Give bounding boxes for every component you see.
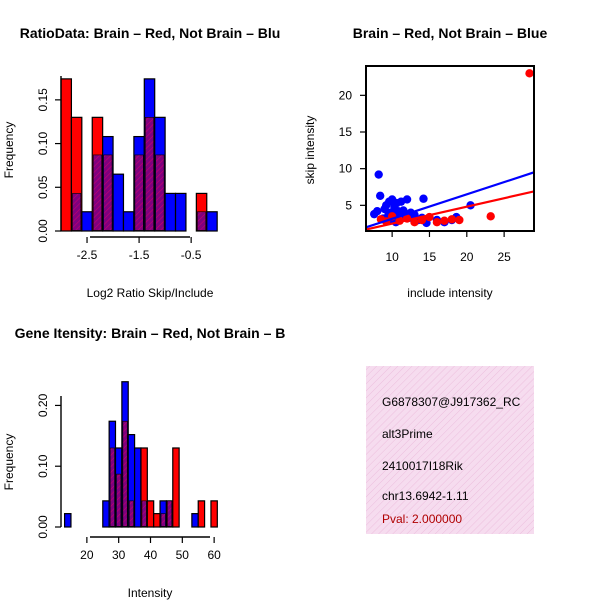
ratio-y-tick-label-3: 0.15 [36, 88, 50, 112]
info-pval: Pval: 2.000000 [382, 512, 462, 526]
ratio-x-tick-label-2: -0.5 [181, 248, 202, 262]
ratio-bar-not-brain-10 [164, 192, 177, 232]
intensity-axis-ticks: 20 30 40 50 60 0.00 0.10 0.20 [36, 393, 221, 562]
scatter-x-tick-label-1: 15 [423, 250, 437, 264]
intensity-x-tick-label-2: 40 [144, 548, 158, 562]
ratio-bar-overlap-13 [197, 211, 207, 231]
scatter-title: Brain – Red, Not Brain – Blue [353, 25, 548, 41]
intensity-bar-brain-23 [210, 500, 218, 528]
ratio-bar-brain-0 [60, 78, 73, 232]
scatter-point-not-brain-1 [374, 170, 383, 179]
scatter-y-tick-label-1: 10 [339, 162, 353, 176]
scatter-point-not-brain-2 [375, 191, 385, 200]
ratio-bar-not-brain-11 [174, 192, 187, 232]
info-panel-background [366, 366, 534, 534]
intensity-bar-not-brain-6 [102, 500, 110, 528]
intensity-x-tick-label-4: 60 [207, 548, 221, 562]
scatter-point-not-brain-33 [373, 207, 382, 216]
ratio-bar-not-brain-5 [112, 173, 125, 232]
intensity-y-tick-label-2: 0.20 [36, 393, 50, 417]
intensity-x-tick-label-1: 30 [112, 548, 126, 562]
intensity-bar-brain-14 [153, 513, 161, 528]
ratio-y-tick-label-1: 0.05 [36, 175, 50, 199]
scatter-y-label: skip intensity [303, 116, 317, 185]
info-probe-id: G6878307@J917362_RC [382, 395, 521, 409]
intensity-bar-overlap-16 [167, 500, 173, 527]
intensity-bar-overlap-8 [116, 473, 122, 527]
intensity-histogram-title: Gene Itensity: Brain – Red, Not Brain – … [15, 325, 286, 341]
fit-line-brain [366, 190, 534, 231]
intensity-bar-not-brain-11 [133, 447, 142, 528]
ratio-bar-overlap-7 [134, 154, 144, 231]
scatter-x-tick-label-3: 25 [497, 250, 511, 264]
scatter-point-brain-8 [432, 218, 442, 227]
info-panel: G6878307@J917362_RC alt3Prime 2410017I18… [366, 366, 534, 534]
intensity-bar-overlap-7 [109, 447, 115, 527]
scatter-point-brain-11 [455, 215, 464, 225]
ratio-bar-overlap-8 [144, 117, 155, 231]
intensity-x-tick-label-0: 20 [80, 548, 94, 562]
ratio-bar-overlap-4 [103, 154, 113, 231]
intensity-bar-overlap-12 [141, 500, 147, 527]
ratio-bar-overlap-3 [92, 154, 102, 231]
intensity-bar-overlap-10 [128, 500, 134, 527]
ratio-histogram-bars [60, 78, 218, 232]
scatter-point-not-brain-26 [419, 194, 428, 203]
scatter-axis-ticks: 10 15 20 25 5 10 15 20 [339, 88, 511, 264]
ratio-y-tick-label-2: 0.10 [36, 132, 50, 156]
scatter-y-tick-label-3: 20 [339, 88, 353, 102]
intensity-bar-overlap-15 [160, 513, 166, 527]
info-location: chr13.6942-1.11 [382, 489, 469, 503]
ratio-bar-not-brain-2 [81, 211, 93, 232]
ratio-bar-overlap-9 [155, 154, 165, 231]
intensity-bar-overlap-9 [122, 420, 128, 527]
ratio-histogram-title: RatioData: Brain – Red, Not Brain – Blu [20, 25, 281, 41]
scatter-panel: Brain – Red, Not Brain – Blue 10 15 20 2551… [303, 25, 547, 300]
scatter-x-label: include intensity [407, 286, 492, 300]
intensity-histogram-panel: Gene Itensity: Brain – Red, Not Brain – … [2, 325, 285, 600]
intensity-bar-not-brain-20 [191, 513, 199, 528]
fit-line-not-brain [366, 171, 534, 229]
scatter-point-brain-13 [525, 69, 534, 78]
scatter-x-tick-label-2: 20 [460, 250, 474, 264]
scatter-content [366, 69, 534, 231]
intensity-bar-not-brain-0 [63, 513, 72, 528]
ratio-bar-not-brain-14 [206, 211, 218, 232]
intensity-bar-brain-21 [197, 500, 206, 528]
ratio-x-tick-label-0: -2.5 [77, 248, 98, 262]
intensity-bar-brain-13 [146, 500, 155, 528]
intensity-y-tick-label-0: 0.00 [36, 515, 50, 539]
scatter-point-brain-12 [486, 212, 495, 221]
ratio-x-tick-label-1: -1.5 [129, 248, 150, 262]
ratio-axis-ticks: -2.5 -1.5 -0.5 0.00 0.05 0.10 0.15 [36, 88, 202, 262]
scatter-x-tick-label-0: 10 [385, 250, 399, 264]
scatter-plot-area [366, 69, 534, 231]
ratio-bar-not-brain-6 [122, 211, 135, 232]
intensity-bar-brain-17 [172, 447, 180, 528]
ratio-y-label: Frequency [2, 122, 16, 179]
scatter-point-brain-10 [447, 215, 457, 224]
intensity-bar-brain-12 [140, 447, 148, 528]
scatter-plot-frame [365, 65, 535, 232]
scatter-point-brain-9 [440, 216, 449, 225]
intensity-x-label: Intensity [128, 586, 173, 600]
info-gene-name: 2410017I18Rik [382, 459, 464, 473]
ratio-x-label: Log2 Ratio Skip/Include [87, 286, 214, 300]
ratio-histogram-panel: RatioData: Brain – Red, Not Brain – Blu … [2, 25, 280, 300]
ratio-bar-brain-1 [70, 116, 83, 232]
scatter-y-tick-label-0: 5 [345, 198, 352, 212]
info-event-type: alt3Prime [382, 427, 433, 441]
intensity-histogram-bars [63, 381, 218, 528]
ratio-bar-overlap-1 [72, 193, 82, 231]
scatter-point-not-brain-20 [402, 195, 412, 204]
intensity-x-tick-label-3: 50 [176, 548, 190, 562]
intensity-y-label: Frequency [2, 434, 16, 491]
ratio-y-tick-label-0: 0.00 [36, 219, 50, 243]
scatter-y-tick-label-2: 15 [339, 125, 353, 139]
intensity-y-tick-label-1: 0.10 [36, 454, 50, 478]
info-panel-clip: G6878307@J917362_RC alt3Prime 2410017I18… [382, 395, 521, 526]
